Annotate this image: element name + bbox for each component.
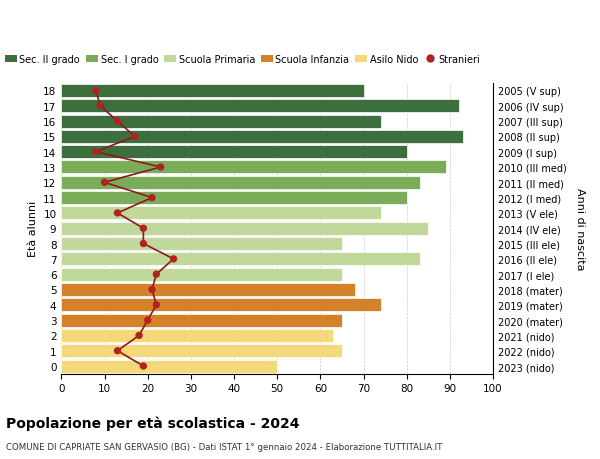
Bar bbox=[61, 100, 458, 113]
Point bbox=[152, 271, 161, 278]
Bar bbox=[61, 130, 463, 144]
Bar bbox=[61, 207, 381, 220]
Point bbox=[139, 241, 148, 248]
Point bbox=[156, 164, 166, 171]
Point bbox=[113, 118, 122, 125]
Bar bbox=[61, 253, 419, 266]
Point bbox=[147, 286, 157, 293]
Point bbox=[139, 363, 148, 370]
Point bbox=[91, 149, 101, 156]
Bar bbox=[61, 314, 342, 327]
Point bbox=[113, 210, 122, 217]
Bar bbox=[61, 176, 419, 190]
Point bbox=[147, 195, 157, 202]
Bar bbox=[61, 344, 342, 358]
Point bbox=[95, 103, 105, 110]
Bar bbox=[61, 268, 342, 281]
Point bbox=[100, 179, 109, 186]
Bar bbox=[61, 360, 277, 373]
Bar bbox=[61, 192, 407, 205]
Bar bbox=[61, 283, 355, 297]
Bar bbox=[61, 329, 334, 342]
Bar bbox=[61, 85, 364, 98]
Text: COMUNE DI CAPRIATE SAN GERVASIO (BG) - Dati ISTAT 1° gennaio 2024 - Elaborazione: COMUNE DI CAPRIATE SAN GERVASIO (BG) - D… bbox=[6, 442, 442, 451]
Point bbox=[91, 88, 101, 95]
Point bbox=[143, 317, 152, 324]
Point bbox=[169, 256, 178, 263]
Bar bbox=[61, 161, 446, 174]
Bar bbox=[61, 146, 407, 159]
Bar bbox=[61, 237, 342, 251]
Y-axis label: Età alunni: Età alunni bbox=[28, 201, 38, 257]
Legend: Sec. II grado, Sec. I grado, Scuola Primaria, Scuola Infanzia, Asilo Nido, Stran: Sec. II grado, Sec. I grado, Scuola Prim… bbox=[1, 50, 484, 68]
Point bbox=[152, 302, 161, 309]
Point bbox=[134, 332, 144, 339]
Point bbox=[130, 134, 140, 141]
Bar bbox=[61, 299, 381, 312]
Y-axis label: Anni di nascita: Anni di nascita bbox=[575, 188, 585, 270]
Bar bbox=[61, 115, 381, 128]
Point bbox=[139, 225, 148, 232]
Point bbox=[113, 347, 122, 355]
Bar bbox=[61, 222, 428, 235]
Text: Popolazione per età scolastica - 2024: Popolazione per età scolastica - 2024 bbox=[6, 415, 299, 430]
